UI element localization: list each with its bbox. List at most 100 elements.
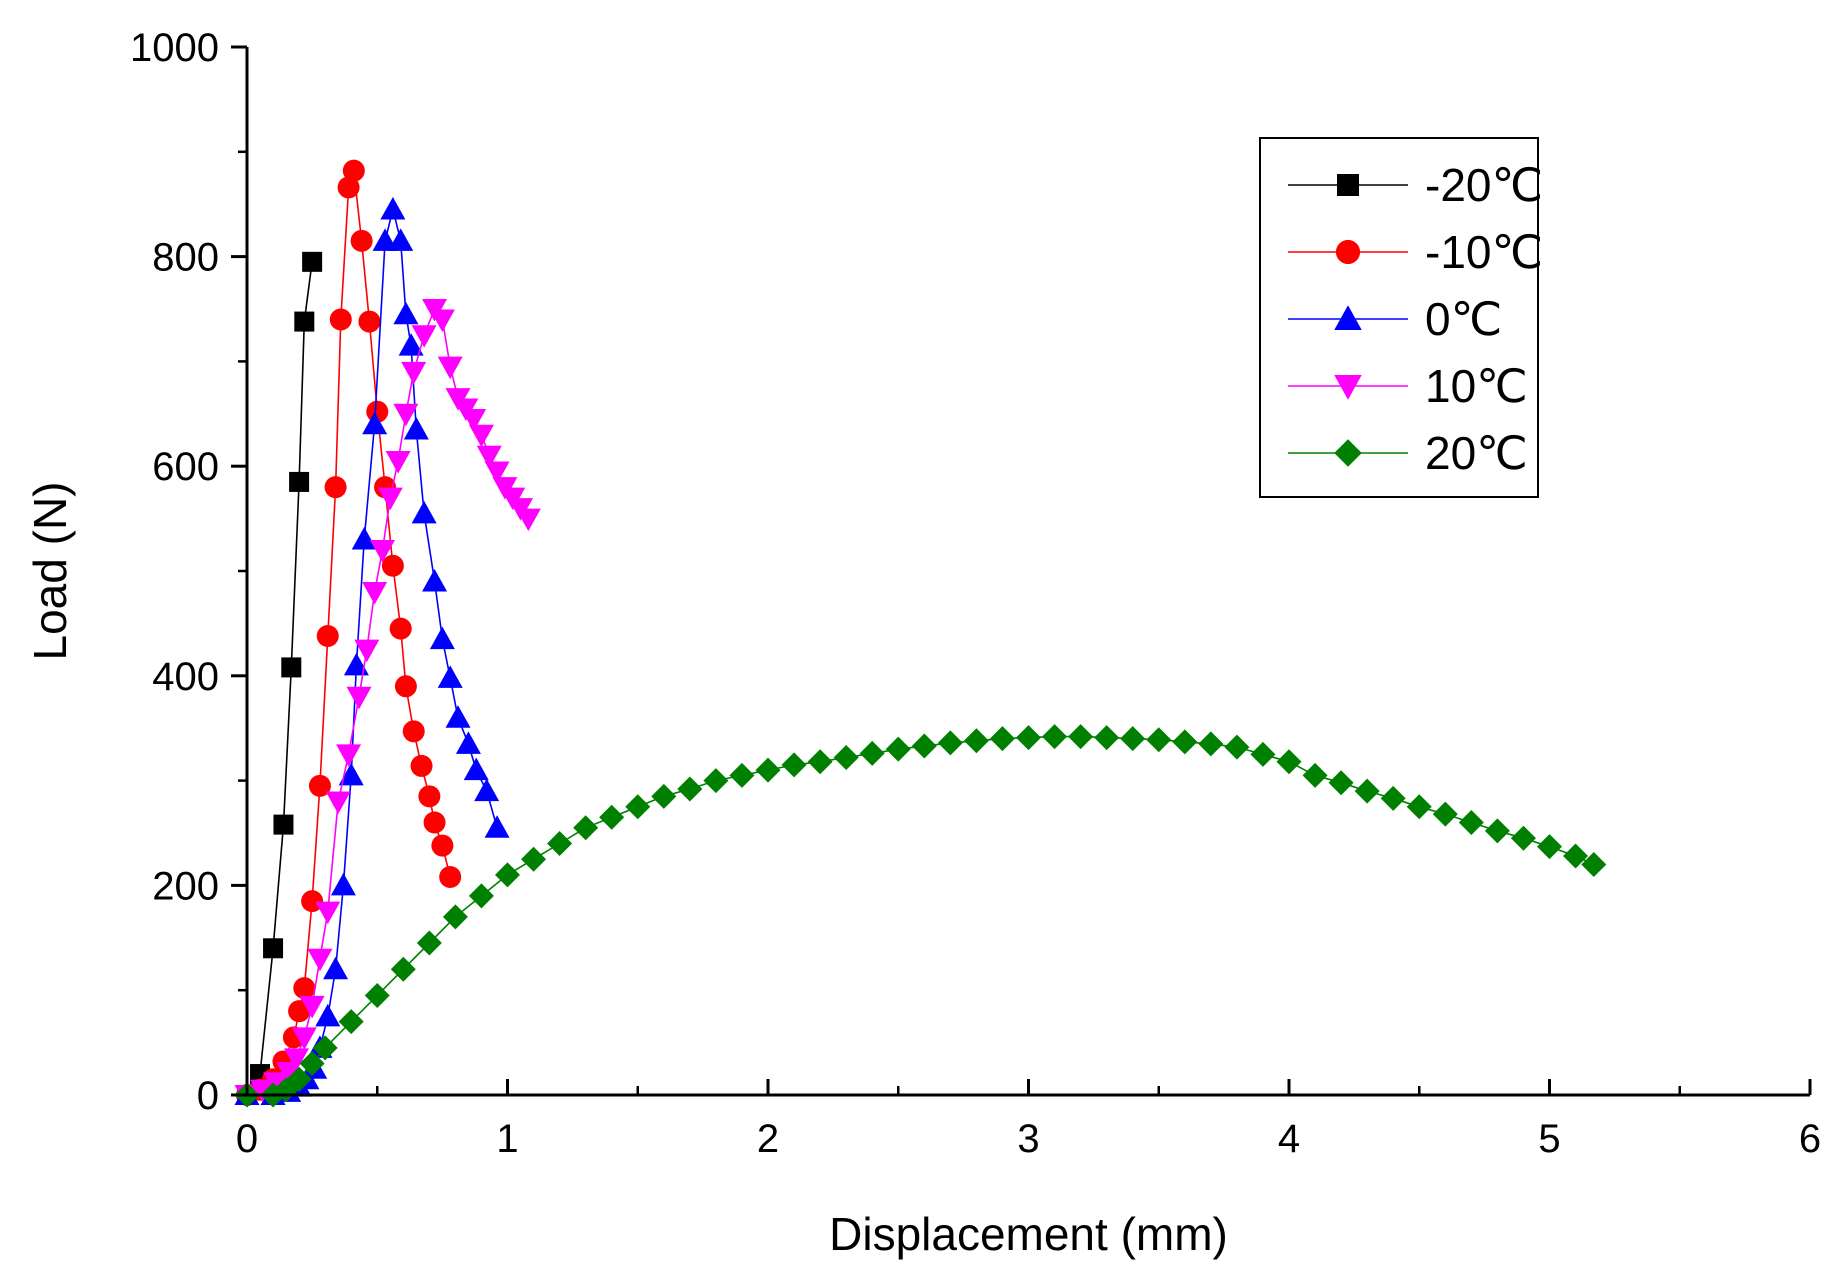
- data-point: [1146, 727, 1172, 753]
- data-point: [302, 251, 323, 272]
- data-point: [342, 159, 365, 182]
- data-point: [250, 1079, 276, 1103]
- legend-box: [1259, 137, 1539, 498]
- data-point: [1250, 741, 1276, 767]
- data-point: [807, 749, 833, 775]
- data-point: [403, 417, 429, 440]
- x-tick-label: 1: [496, 1117, 518, 1161]
- data-point: [289, 471, 310, 492]
- series-layer: [234, 159, 1607, 1108]
- data-point: [401, 361, 427, 385]
- data-point: [393, 301, 419, 325]
- data-point: [1380, 785, 1406, 811]
- data-point: [263, 1072, 289, 1095]
- data-point: [411, 500, 437, 524]
- data-point: [418, 785, 441, 808]
- data-point: [431, 834, 454, 857]
- data-point: [263, 938, 284, 959]
- data-point: [833, 745, 859, 771]
- data-point: [461, 409, 487, 432]
- data-point: [394, 675, 417, 698]
- data-point: [1406, 794, 1432, 820]
- data-point: [677, 776, 703, 802]
- series-1: [237, 251, 323, 1105]
- legend: -20℃ -10℃ 0℃ 10℃ 20℃: [1259, 137, 1543, 498]
- data-point: [294, 311, 315, 332]
- data-point: [390, 956, 416, 982]
- legend-label: 10℃: [1425, 360, 1528, 412]
- x-tick-label: 5: [1538, 1117, 1560, 1161]
- data-point: [429, 309, 455, 332]
- y-tick-label: 0: [197, 1074, 219, 1118]
- y-axis-title: Load (N): [24, 482, 76, 661]
- data-point: [625, 794, 651, 820]
- data-point: [1068, 724, 1094, 750]
- data-point: [1510, 825, 1536, 851]
- data-point: [1120, 726, 1146, 752]
- legend-label: -20℃: [1425, 159, 1543, 211]
- data-point: [301, 890, 324, 913]
- x-tick-label: 4: [1278, 1117, 1300, 1161]
- data-point: [1328, 770, 1354, 796]
- data-point: [402, 720, 425, 743]
- data-point: [343, 652, 369, 676]
- data-point: [703, 768, 729, 794]
- data-point: [1563, 843, 1589, 869]
- data-point: [308, 774, 331, 797]
- data-point: [1198, 731, 1224, 757]
- data-point: [1172, 729, 1198, 755]
- data-point: [1432, 801, 1458, 827]
- legend-item: 20℃: [1288, 427, 1528, 479]
- data-point: [293, 977, 316, 1000]
- data-point: [315, 901, 341, 925]
- x-axis-title: Displacement (mm): [829, 1208, 1228, 1260]
- data-point: [299, 995, 325, 1019]
- legend-item: 0℃: [1288, 293, 1502, 345]
- data-point: [476, 445, 502, 469]
- legend-marker: [1335, 239, 1361, 265]
- data-point: [380, 196, 406, 220]
- x-tick-label: 2: [757, 1117, 779, 1161]
- data-point: [350, 229, 373, 252]
- data-point: [1224, 734, 1250, 760]
- data-point: [937, 730, 963, 756]
- data-point: [325, 791, 351, 815]
- legend-marker: [1337, 174, 1359, 196]
- data-point: [429, 626, 455, 650]
- data-point: [989, 726, 1015, 752]
- series-5: [234, 724, 1607, 1108]
- data-point: [1016, 725, 1041, 751]
- data-point: [859, 740, 885, 766]
- data-point: [411, 325, 437, 348]
- data-point: [521, 846, 547, 872]
- data-point: [377, 487, 403, 511]
- data-point: [1537, 834, 1562, 860]
- data-point: [599, 804, 625, 830]
- data-point: [1042, 724, 1068, 750]
- data-point: [515, 508, 541, 532]
- data-point: [364, 982, 390, 1008]
- legend-marker: [1334, 305, 1362, 330]
- data-point: [388, 228, 414, 251]
- data-point: [437, 356, 463, 380]
- data-point: [463, 757, 489, 781]
- y-tick-label: 800: [152, 236, 219, 280]
- data-point: [437, 665, 463, 688]
- legend-label: 20℃: [1425, 427, 1528, 479]
- data-point: [362, 581, 388, 605]
- data-point: [286, 1066, 312, 1092]
- data-point: [651, 783, 677, 809]
- data-point: [315, 1003, 341, 1027]
- data-point: [1458, 810, 1484, 836]
- data-point: [755, 757, 781, 783]
- data-point: [455, 731, 481, 754]
- axes-layer: 0 1 2 3 4 5 6 0 200 400 600 800 1000 Displacement (mm…: [24, 26, 1821, 1260]
- data-point: [729, 762, 755, 788]
- data-point: [329, 308, 352, 331]
- data-point: [1581, 851, 1607, 877]
- data-point: [358, 310, 381, 333]
- data-point: [484, 815, 510, 838]
- data-point: [484, 461, 510, 484]
- data-point: [336, 744, 362, 767]
